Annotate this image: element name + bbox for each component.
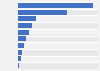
- Bar: [18, 16, 36, 21]
- Bar: [18, 10, 67, 15]
- Bar: [18, 56, 21, 61]
- Bar: [18, 56, 98, 62]
- Bar: [18, 63, 19, 68]
- Bar: [18, 36, 26, 41]
- Bar: [18, 22, 98, 29]
- Bar: [18, 9, 98, 15]
- Bar: [18, 2, 98, 9]
- Bar: [18, 42, 98, 49]
- Bar: [18, 29, 98, 36]
- Bar: [18, 49, 98, 56]
- Bar: [18, 15, 98, 22]
- Bar: [18, 3, 93, 8]
- Bar: [18, 43, 24, 48]
- Bar: [18, 30, 29, 35]
- Bar: [18, 62, 98, 69]
- Bar: [18, 23, 32, 28]
- Bar: [18, 36, 98, 42]
- Bar: [18, 50, 22, 55]
